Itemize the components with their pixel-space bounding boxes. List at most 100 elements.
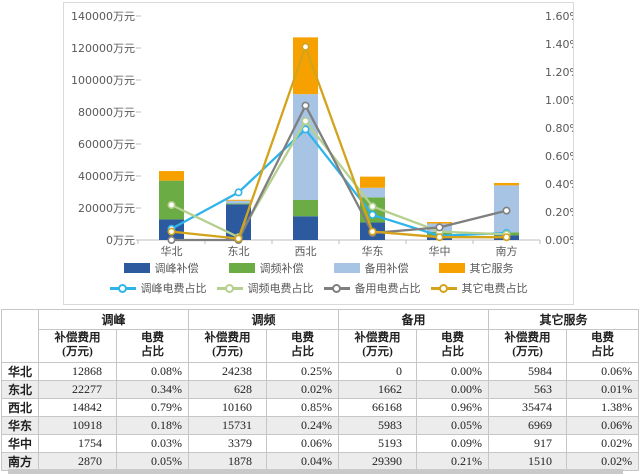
line-marker (369, 228, 375, 234)
table-cell: 66168 (339, 399, 417, 417)
combo-chart-svg: 140000万元120000万元100000万元80000万元60000万元40… (64, 3, 573, 259)
row-label: 华北 (2, 363, 39, 381)
table-cell: 0.25% (267, 363, 339, 381)
left-axis-tick-label: 80000万元 (78, 106, 135, 119)
legend-item: 备用电费占比 (324, 280, 421, 296)
x-axis-category-label: 华北 (161, 244, 183, 258)
bar-segment (427, 222, 452, 223)
table-cell: 0.05% (117, 453, 189, 471)
row-label: 东北 (2, 381, 39, 399)
line-path (172, 129, 507, 235)
left-axis-tick-label: 120000万元 (71, 42, 135, 55)
table-cell: 5984 (489, 363, 567, 381)
table-cell: 0.18% (117, 417, 189, 435)
line-marker (168, 202, 174, 208)
left-axis-tick-label: 0万元 (106, 234, 135, 247)
table-cell: 563 (489, 381, 567, 399)
x-axis-category-label: 南方 (496, 244, 518, 258)
line-marker (436, 224, 442, 230)
table-cell: 15731 (189, 417, 267, 435)
right-axis-tick-label: 1.00% (545, 94, 573, 107)
table-cell: 0.06% (567, 363, 639, 381)
legend-swatch (229, 263, 255, 273)
table-row: 西北148420.79%101600.85%661680.96%354741.3… (2, 399, 639, 417)
row-label: 西北 (2, 399, 39, 417)
data-table: 调峰调频备用其它服务补偿费用 (万元)电费 占比补偿费用 (万元)电费 占比补偿… (1, 309, 639, 471)
legend-swatch (124, 263, 150, 273)
bar-segment (494, 183, 519, 185)
bar-segment (293, 94, 318, 200)
table-cell: 0.08% (117, 363, 189, 381)
table-cell: 0.06% (267, 435, 339, 453)
line-marker (369, 203, 375, 209)
row-label: 南方 (2, 453, 39, 471)
table-cell: 0.05% (417, 417, 489, 435)
bar-segment (226, 200, 251, 201)
table-cell: 22277 (39, 381, 117, 399)
line-marker (168, 237, 174, 243)
bar-segment (226, 203, 251, 204)
table-head: 调峰调频备用其它服务补偿费用 (万元)电费 占比补偿费用 (万元)电费 占比补偿… (2, 310, 639, 363)
line-path (172, 47, 507, 239)
legend-item: 调频电费占比 (217, 280, 314, 296)
table-cell: 14842 (39, 399, 117, 417)
legend-item: 备用补偿 (334, 260, 409, 276)
legend-label: 备用补偿 (365, 260, 409, 276)
legend-line-row: 调峰电费占比调频电费占比备用电费占比其它电费占比 (64, 280, 573, 296)
col-sub-header: 电费 占比 (117, 330, 189, 363)
table-cell: 24238 (189, 363, 267, 381)
legend-item: 其它电费占比 (431, 280, 528, 296)
legend-label: 其它服务 (470, 260, 514, 276)
x-axis: 华北东北西北华东华中南方 (138, 240, 540, 258)
legend-line-marker (324, 284, 350, 293)
bar-segment (360, 177, 385, 188)
table-row: 南方28700.05%18780.04%293900.21%15100.02% (2, 453, 639, 471)
table-row: 华北128680.08%242380.25%00.00%59840.06% (2, 363, 639, 381)
col-sub-header: 电费 占比 (267, 330, 339, 363)
table-cell: 1878 (189, 453, 267, 471)
legend-swatch (439, 263, 465, 273)
table-cell: 1.38% (567, 399, 639, 417)
table-cell: 12868 (39, 363, 117, 381)
col-group-header: 调频 (189, 310, 339, 330)
left-axis: 140000万元120000万元100000万元80000万元60000万元40… (71, 10, 141, 247)
table-cell: 1510 (489, 453, 567, 471)
table-cell: 628 (189, 381, 267, 399)
table-cell: 0.24% (267, 417, 339, 435)
legend-label: 其它电费占比 (462, 280, 528, 296)
table-cell: 0.02% (567, 453, 639, 471)
table-cell: 917 (489, 435, 567, 453)
legend-label: 调频补偿 (260, 260, 304, 276)
legend-label: 备用电费占比 (355, 280, 421, 296)
line-marker (503, 207, 509, 213)
legend-dot (332, 284, 341, 293)
legend-item: 调频补偿 (229, 260, 304, 276)
legend-line-marker (217, 284, 243, 293)
bar-segment (226, 201, 251, 204)
legend-line-marker (110, 284, 136, 293)
left-axis-tick-label: 100000万元 (71, 74, 135, 87)
table-row: 东北222770.34%6280.02%16620.00%5630.01% (2, 381, 639, 399)
legend-dot (225, 284, 234, 293)
table-body: 华北128680.08%242380.25%00.00%59840.06%东北2… (2, 363, 639, 471)
line-marker (302, 118, 308, 124)
line-series-其它电费占比 (168, 44, 509, 242)
left-axis-tick-label: 140000万元 (71, 10, 135, 23)
left-axis-tick-label: 40000万元 (78, 170, 135, 183)
line-marker (302, 102, 308, 108)
line-marker (503, 234, 509, 240)
col-group-header: 备用 (339, 310, 489, 330)
bar-segment (293, 216, 318, 240)
table-cell: 0.21% (417, 453, 489, 471)
left-axis-tick-label: 20000万元 (78, 202, 135, 215)
bottom-strip (8, 469, 623, 474)
table-cell: 0.85% (267, 399, 339, 417)
table-cell: 0.01% (567, 381, 639, 399)
row-label: 华中 (2, 435, 39, 453)
x-axis-category-label: 华东 (362, 244, 384, 258)
line-marker (235, 235, 241, 241)
table-cell: 10918 (39, 417, 117, 435)
right-axis-tick-label: 1.40% (545, 38, 573, 51)
legend-swatch (334, 263, 360, 273)
line-marker (235, 189, 241, 195)
